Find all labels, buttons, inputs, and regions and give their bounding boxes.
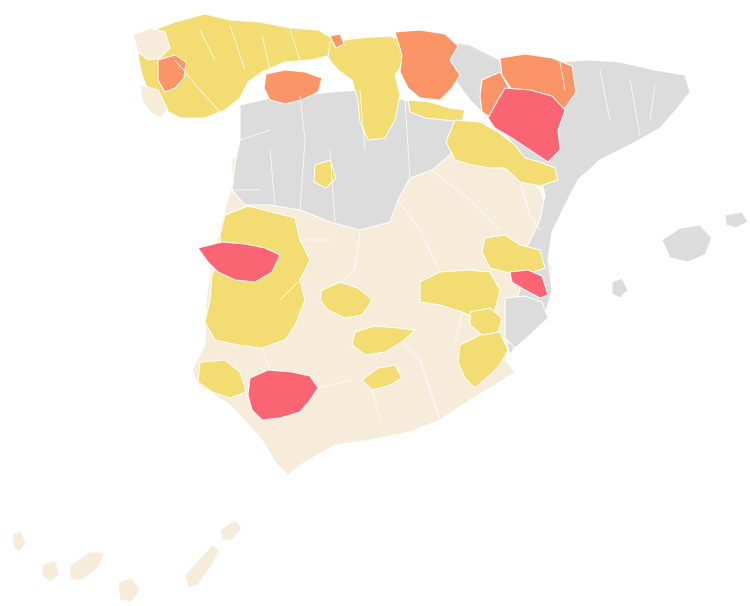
cream-galicia-south xyxy=(139,84,169,119)
canary-gran xyxy=(117,577,141,603)
orange-small-north xyxy=(329,33,345,49)
red-aragon xyxy=(487,87,566,163)
cream-northwest-coast xyxy=(132,27,171,61)
yellow-toledo xyxy=(319,281,373,319)
canary-tenerife xyxy=(69,551,106,581)
yellow-cuenca-albacete xyxy=(419,269,501,321)
orange-huesca-north xyxy=(499,53,577,111)
yellow-aragon-south xyxy=(445,119,559,187)
gray-alicante xyxy=(504,295,549,349)
balearic-ibiza xyxy=(611,277,629,299)
red-caceres xyxy=(197,241,281,283)
canary-fuerte xyxy=(184,544,221,589)
red-valencia-coast xyxy=(509,269,549,299)
orange-basque xyxy=(394,29,461,101)
province-borders xyxy=(174,24,656,421)
orange-leon xyxy=(263,69,323,105)
yellow-huelva xyxy=(197,359,247,399)
balearic-menorca xyxy=(724,211,749,229)
canary-1 xyxy=(11,529,27,553)
yellow-valencia-interior xyxy=(481,234,546,276)
yellow-segovia xyxy=(313,159,337,189)
red-sevilla xyxy=(247,369,319,421)
yellow-murcia-north xyxy=(469,307,503,336)
canary-2 xyxy=(41,559,61,583)
canary-lanzarote xyxy=(219,519,243,541)
balearic-mallorca xyxy=(661,224,713,263)
